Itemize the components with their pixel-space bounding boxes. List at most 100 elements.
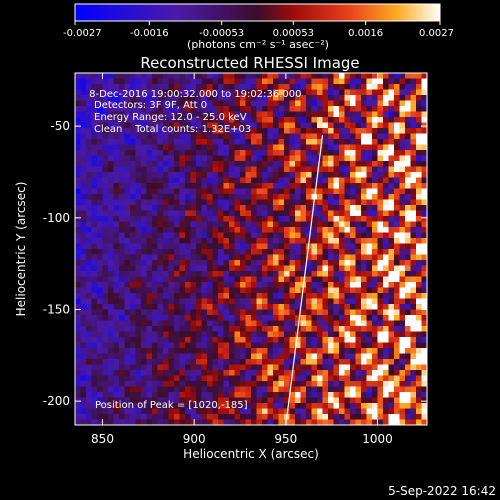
heatmap-pixel: [322, 183, 329, 189]
heatmap-pixel: [306, 144, 312, 151]
heatmap-pixel: [234, 397, 241, 404]
heatmap-pixel: [361, 133, 367, 140]
heatmap-pixel: [300, 155, 307, 162]
heatmap-pixel: [251, 403, 257, 409]
heatmap-pixel: [212, 326, 219, 332]
heatmap-pixel: [201, 397, 208, 404]
heatmap-pixel: [416, 144, 422, 151]
heatmap-pixel: [190, 194, 197, 200]
heatmap-pixel: [394, 117, 400, 123]
heatmap-pixel: [75, 397, 81, 404]
heatmap-pixel: [91, 271, 98, 277]
heatmap-pixel: [91, 249, 98, 255]
heatmap-pixel: [190, 375, 197, 382]
heatmap-pixel: [256, 172, 263, 178]
heatmap-pixel: [344, 353, 351, 360]
colorbar: -0.0027 -0.0016 -0.00053 0.00053 0.0016 0.002…: [63, 3, 454, 51]
heatmap-pixel: [366, 166, 373, 173]
heatmap-pixel: [388, 397, 395, 404]
heatmap-pixel: [355, 249, 362, 255]
heatmap-pixel: [300, 419, 307, 425]
heatmap-pixel: [262, 309, 268, 316]
heatmap-pixel: [218, 210, 224, 217]
heatmap-pixel: [185, 260, 191, 266]
footer-date: 5-Sep-2022 16:42: [388, 484, 496, 498]
heatmap-pixel: [300, 298, 307, 305]
heatmap-pixel: [328, 304, 334, 310]
heatmap-pixel: [152, 320, 158, 327]
heatmap-pixel: [383, 205, 389, 211]
heatmap-pixel: [86, 128, 92, 134]
heatmap-pixel: [135, 133, 142, 140]
heatmap-pixel: [201, 100, 208, 107]
heatmap-pixel: [284, 403, 290, 409]
heatmap-pixel: [383, 276, 389, 283]
heatmap-pixel: [245, 139, 252, 145]
heatmap-pixel: [333, 210, 340, 217]
heatmap-pixel: [157, 287, 164, 294]
heatmap-pixel: [152, 227, 158, 233]
heatmap-pixel: [190, 403, 197, 409]
heatmap-pixel: [317, 139, 323, 145]
heatmap-pixel: [256, 238, 263, 244]
heatmap-pixel: [223, 375, 230, 382]
heatmap-pixel: [300, 73, 307, 79]
heatmap-pixel: [273, 183, 279, 189]
heatmap-pixel: [86, 287, 92, 294]
heatmap-pixel: [350, 205, 356, 211]
heatmap-pixel: [135, 271, 142, 277]
heatmap-pixel: [317, 221, 323, 228]
heatmap-pixel: [157, 326, 164, 332]
heatmap-pixel: [333, 133, 340, 140]
heatmap-pixel: [289, 139, 296, 145]
heatmap-pixel: [240, 144, 246, 151]
heatmap-pixel: [97, 260, 103, 266]
heatmap-pixel: [108, 359, 114, 365]
heatmap-pixel: [311, 249, 318, 255]
heatmap-pixel: [273, 342, 279, 349]
heatmap-pixel: [273, 265, 279, 272]
heatmap-pixel: [212, 348, 219, 354]
heatmap-pixel: [388, 210, 395, 217]
heatmap-pixel: [372, 337, 378, 343]
heatmap-pixel: [328, 243, 334, 250]
heatmap-pixel: [350, 78, 356, 85]
heatmap-pixel: [75, 419, 81, 425]
heatmap-pixel: [234, 348, 241, 354]
heatmap-pixel: [212, 111, 219, 118]
heatmap-pixel: [333, 100, 340, 107]
heatmap-pixel: [355, 276, 362, 283]
heatmap-pixel: [421, 78, 427, 85]
heatmap-pixel: [306, 205, 312, 211]
heatmap-pixel: [388, 271, 395, 277]
heatmap-pixel: [350, 419, 356, 425]
heatmap-pixel: [240, 304, 246, 310]
heatmap-pixel: [146, 166, 153, 173]
heatmap-pixel: [113, 95, 120, 101]
heatmap-pixel: [168, 298, 175, 305]
heatmap-pixel: [289, 331, 296, 338]
heatmap-pixel: [97, 150, 103, 156]
heatmap-pixel: [256, 414, 263, 420]
heatmap-pixel: [289, 386, 296, 393]
heatmap-pixel: [355, 386, 362, 393]
heatmap-pixel: [168, 348, 175, 354]
heatmap-pixel: [383, 128, 389, 134]
heatmap-pixel: [229, 364, 235, 371]
heatmap-pixel: [317, 232, 323, 239]
heatmap-pixel: [102, 331, 109, 338]
heatmap-pixel: [372, 397, 378, 404]
heatmap-pixel: [108, 309, 114, 316]
heatmap-pixel: [146, 342, 153, 349]
heatmap-pixel: [152, 78, 158, 85]
heatmap-pixel: [185, 232, 191, 239]
heatmap-pixel: [256, 177, 263, 184]
heatmap-pixel: [196, 95, 202, 101]
heatmap-pixel: [267, 227, 274, 233]
heatmap-pixel: [284, 205, 290, 211]
heatmap-pixel: [278, 227, 285, 233]
heatmap-pixel: [256, 397, 263, 404]
heatmap-pixel: [196, 353, 202, 360]
heatmap-pixel: [168, 271, 175, 277]
heatmap-pixel: [328, 287, 334, 294]
